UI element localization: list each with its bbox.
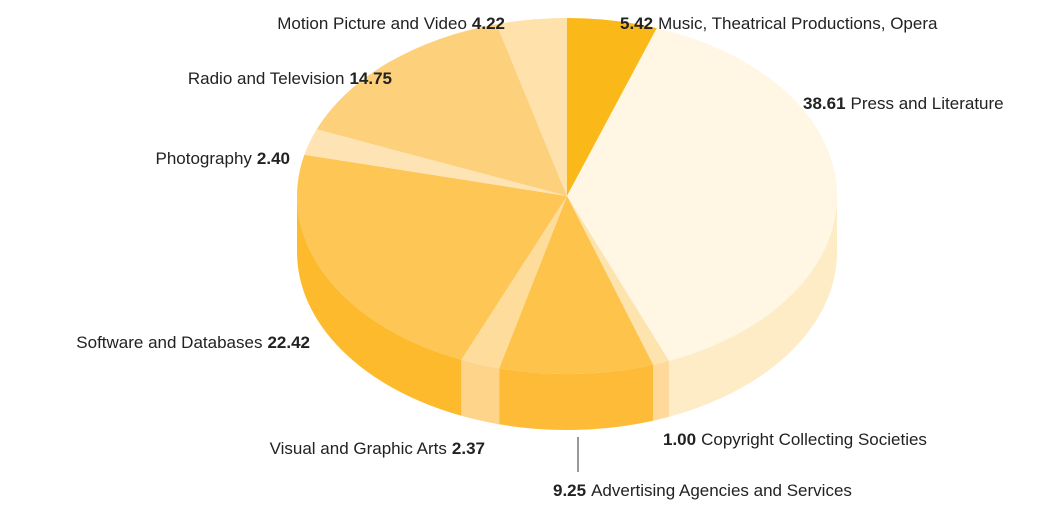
slice-value: 14.75: [349, 69, 392, 88]
slice-name: Motion Picture and Video: [277, 14, 467, 33]
slice-side: [499, 364, 654, 430]
slice-label: 5.42 Music, Theatrical Productions, Opera: [620, 14, 938, 33]
slice-name: Photography: [156, 149, 253, 168]
slice-value: 22.42: [267, 333, 310, 352]
slice-value: 9.25: [553, 481, 586, 500]
slice: [296, 154, 567, 360]
slice-label: Photography 2.40: [156, 149, 291, 168]
slice: [461, 196, 567, 369]
slice-label: 1.00 Copyright Collecting Societies: [663, 430, 927, 449]
slice-name: Software and Databases: [76, 333, 262, 352]
slice-name: Radio and Television: [188, 69, 345, 88]
slice: [567, 18, 657, 196]
slice-label: 38.61 Press and Literature: [803, 94, 1004, 113]
slice-label: Radio and Television 14.75: [188, 69, 392, 88]
slice-value: 4.22: [472, 14, 505, 33]
slice-name: Visual and Graphic Arts: [270, 439, 447, 458]
slice-side: [461, 359, 500, 425]
slice-value: 2.37: [452, 439, 485, 458]
slice: [567, 28, 837, 361]
slice: [496, 18, 567, 196]
slice-value: 2.40: [257, 149, 290, 168]
slice-value: 5.42: [620, 14, 653, 33]
slice: [304, 129, 567, 196]
slice-label: Visual and Graphic Arts 2.37: [270, 439, 485, 458]
slice-label: Motion Picture and Video 4.22: [277, 14, 505, 33]
slice-label: Software and Databases 22.42: [76, 333, 310, 352]
slice: [567, 196, 669, 365]
slice-name: Press and Literature: [851, 94, 1004, 113]
slice-value: 1.00: [663, 430, 696, 449]
slice-name: Advertising Agencies and Services: [591, 481, 852, 500]
slice-name: Music, Theatrical Productions, Opera: [658, 14, 938, 33]
slice-side: [297, 196, 462, 416]
slice-name: Copyright Collecting Societies: [701, 430, 927, 449]
slice: [499, 196, 654, 374]
slice-side: [668, 196, 837, 417]
slice-label: 9.25 Advertising Agencies and Services: [553, 481, 852, 500]
slice: [316, 24, 567, 196]
slice-value: 38.61: [803, 94, 846, 113]
slice-side: [653, 360, 669, 421]
